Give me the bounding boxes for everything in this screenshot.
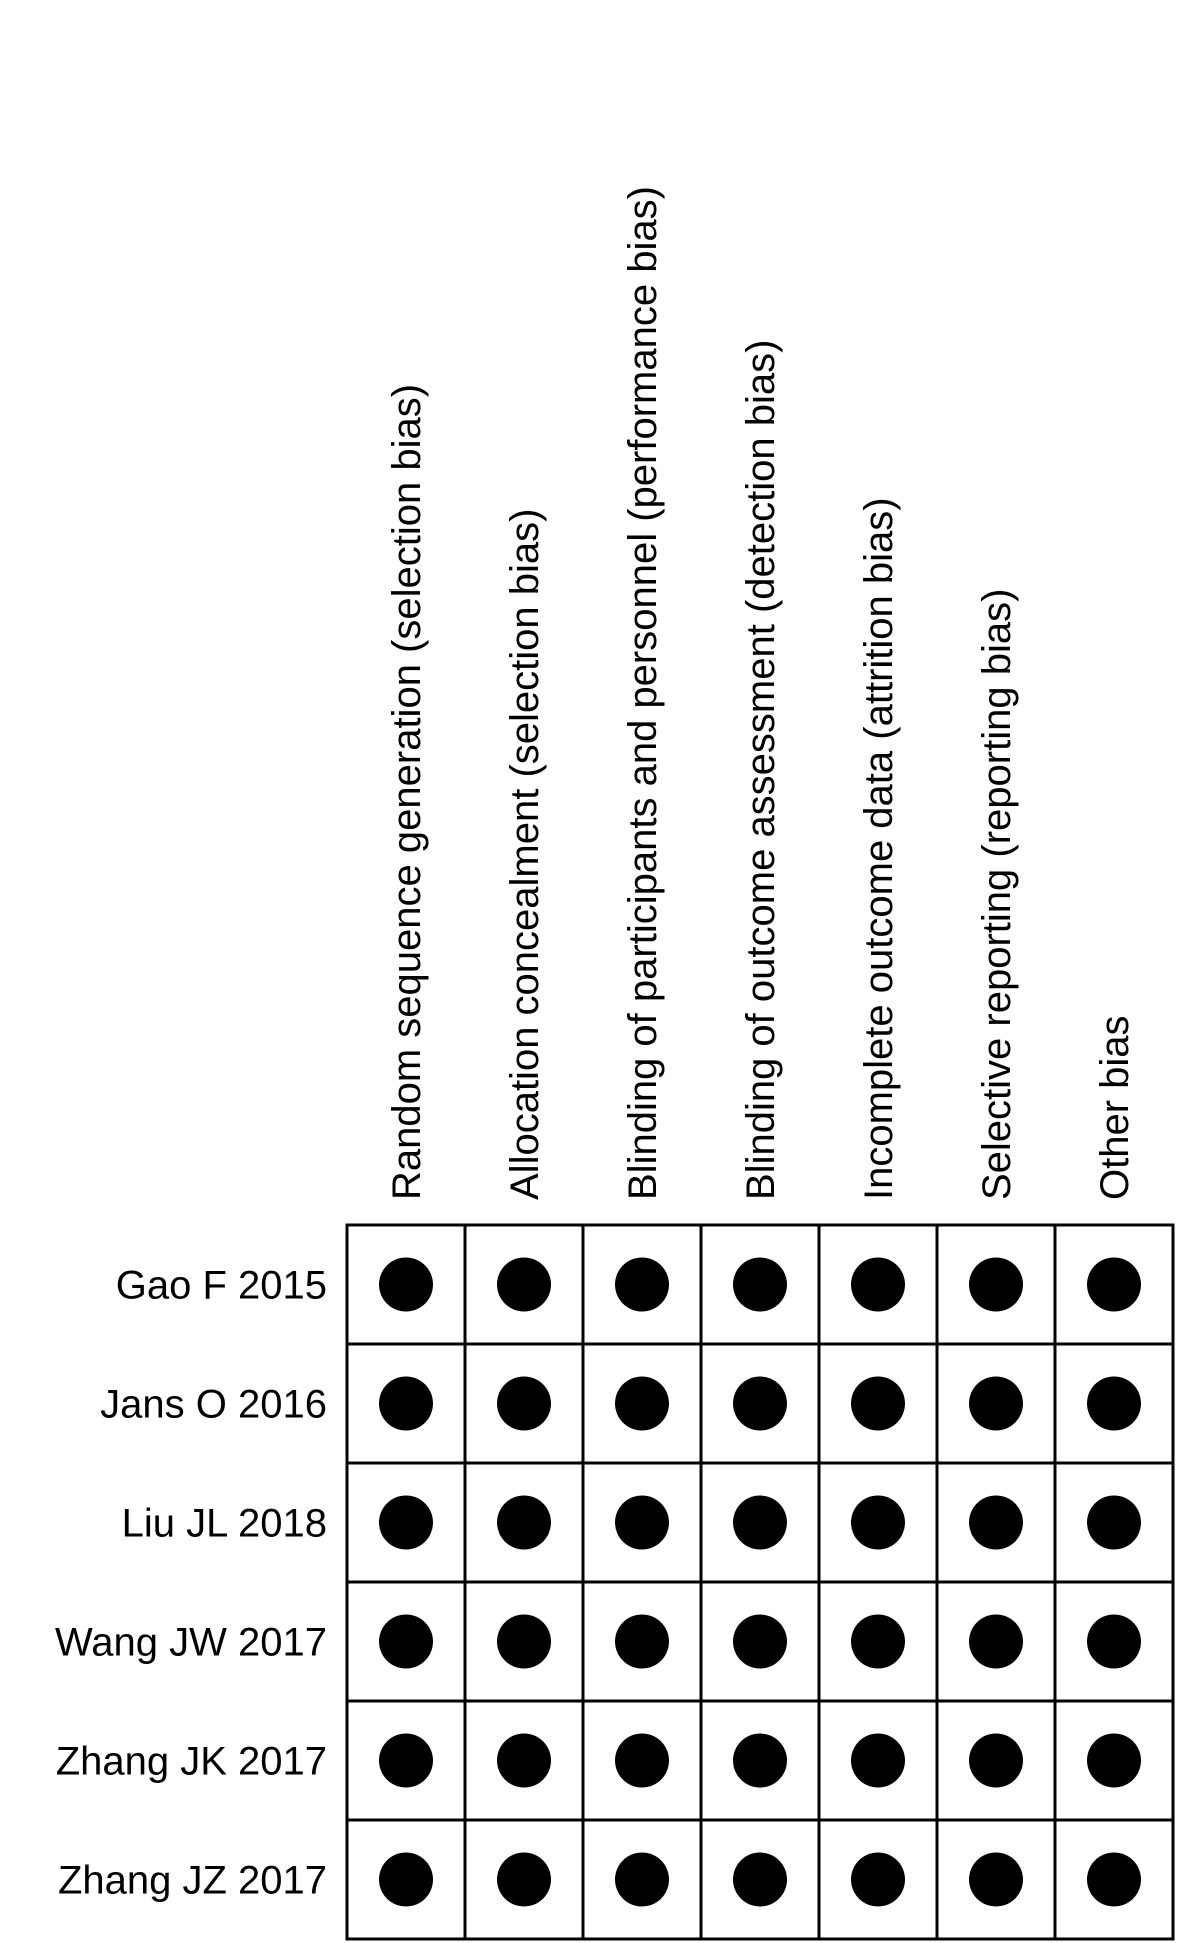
mark-r6-c2 bbox=[497, 1852, 551, 1907]
mark-r5-c7 bbox=[1087, 1733, 1141, 1788]
column-label-5: Incomplete outcome data (attrition bias) bbox=[857, 497, 901, 1200]
mark-r1-c4 bbox=[733, 1257, 787, 1312]
row-label-5: Zhang JK 2017 bbox=[56, 1740, 327, 1784]
mark-r2-c5 bbox=[851, 1376, 905, 1431]
mark-r4-c5 bbox=[851, 1614, 905, 1669]
mark-r6-c5 bbox=[851, 1852, 905, 1907]
mark-r1-c6 bbox=[969, 1257, 1023, 1312]
column-label-2: Allocation concealment (selection bias) bbox=[503, 509, 547, 1200]
column-labels: Random sequence generation (selection bi… bbox=[385, 186, 1137, 1200]
column-label-6: Selective reporting (reporting bias) bbox=[975, 589, 1019, 1200]
row-labels: Gao F 2015 Jans O 2016 Liu JL 2018 Wang JW … bbox=[55, 1264, 327, 1903]
mark-r1-c7 bbox=[1087, 1257, 1141, 1312]
mark-r5-c1 bbox=[379, 1733, 433, 1788]
column-label-4: Blinding of outcome assessment (detectio… bbox=[739, 340, 783, 1200]
markers bbox=[379, 1257, 1141, 1907]
mark-r4-c6 bbox=[969, 1614, 1023, 1669]
mark-r4-c7 bbox=[1087, 1614, 1141, 1669]
column-label-1: Random sequence generation (selection bi… bbox=[385, 384, 429, 1200]
mark-r5-c2 bbox=[497, 1733, 551, 1788]
mark-r4-c2 bbox=[497, 1614, 551, 1669]
mark-r2-c7 bbox=[1087, 1376, 1141, 1431]
row-label-3: Liu JL 2018 bbox=[122, 1502, 327, 1546]
row-label-4: Wang JW 2017 bbox=[55, 1621, 327, 1665]
mark-r2-c4 bbox=[733, 1376, 787, 1431]
row-label-6: Zhang JZ 2017 bbox=[58, 1859, 327, 1903]
mark-r3-c2 bbox=[497, 1495, 551, 1550]
mark-r1-c1 bbox=[379, 1257, 433, 1312]
mark-r4-c3 bbox=[615, 1614, 669, 1669]
mark-r1-c3 bbox=[615, 1257, 669, 1312]
mark-r6-c3 bbox=[615, 1852, 669, 1907]
mark-r5-c3 bbox=[615, 1733, 669, 1788]
mark-r3-c3 bbox=[615, 1495, 669, 1550]
mark-r1-c2 bbox=[497, 1257, 551, 1312]
mark-r3-c6 bbox=[969, 1495, 1023, 1550]
mark-r2-c2 bbox=[497, 1376, 551, 1431]
mark-r6-c7 bbox=[1087, 1852, 1141, 1907]
mark-r2-c3 bbox=[615, 1376, 669, 1431]
mark-r3-c4 bbox=[733, 1495, 787, 1550]
mark-r3-c1 bbox=[379, 1495, 433, 1550]
mark-r3-c5 bbox=[851, 1495, 905, 1550]
mark-r5-c6 bbox=[969, 1733, 1023, 1788]
mark-r3-c7 bbox=[1087, 1495, 1141, 1550]
row-label-1: Gao F 2015 bbox=[116, 1264, 327, 1308]
mark-r5-c5 bbox=[851, 1733, 905, 1788]
mark-r6-c6 bbox=[969, 1852, 1023, 1907]
column-label-3: Blinding of participants and personnel (… bbox=[621, 186, 665, 1200]
row-label-2: Jans O 2016 bbox=[100, 1383, 327, 1427]
mark-r4-c1 bbox=[379, 1614, 433, 1669]
grid bbox=[345, 1223, 1175, 1941]
mark-r4-c4 bbox=[733, 1614, 787, 1669]
mark-r5-c4 bbox=[733, 1733, 787, 1788]
mark-r6-c4 bbox=[733, 1852, 787, 1907]
mark-r6-c1 bbox=[379, 1852, 433, 1907]
mark-r1-c5 bbox=[851, 1257, 905, 1312]
column-label-7: Other bias bbox=[1093, 1015, 1137, 1200]
mark-r2-c6 bbox=[969, 1376, 1023, 1431]
mark-r2-c1 bbox=[379, 1376, 433, 1431]
